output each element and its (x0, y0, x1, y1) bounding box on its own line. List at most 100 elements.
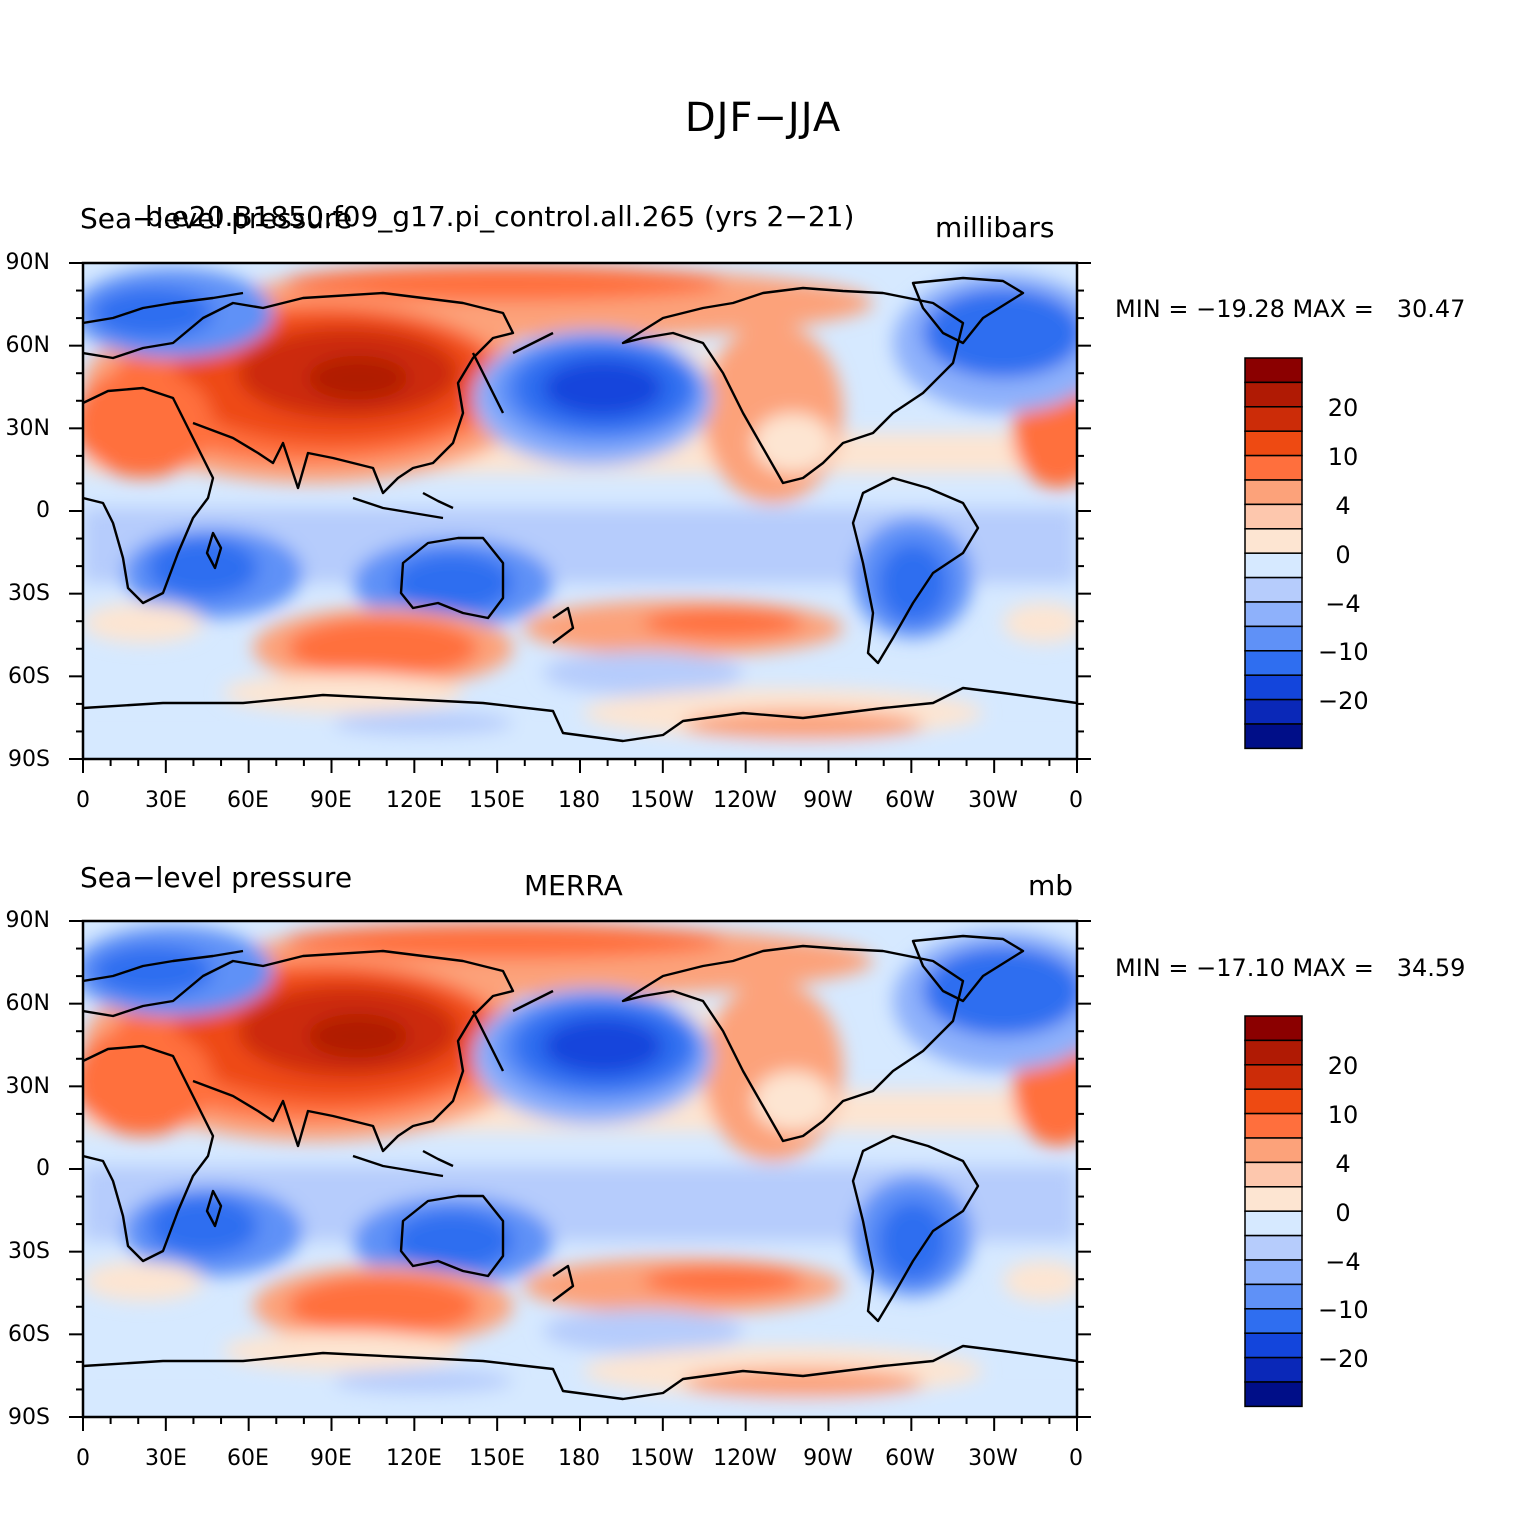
lon-label: 30W (968, 788, 1018, 813)
colorbar-swatch (1244, 674, 1303, 701)
colorbar-swatch (1244, 1015, 1303, 1042)
lon-label: 30E (145, 788, 187, 813)
colorbar-swatch (1244, 576, 1303, 603)
colorbar-swatch (1244, 723, 1303, 750)
panel1-stats: MIN = −19.28 MAX = 30.47 (1115, 295, 1466, 323)
lon-label: 90W (803, 788, 853, 813)
panel2-colorbar (1244, 1015, 1303, 1408)
colorbar-label: −4 (1325, 590, 1361, 618)
lon-label: 0 (76, 788, 90, 813)
lat-label: 30S (8, 1239, 50, 1264)
panel2-stats: MIN = −17.10 MAX = 34.59 (1115, 954, 1466, 982)
colorbar-swatch (1244, 1234, 1303, 1261)
lat-label: 60S (8, 1322, 50, 1347)
lon-label: 120W (713, 1446, 777, 1471)
colorbar-swatch (1244, 357, 1303, 384)
colorbar-label: 20 (1327, 1052, 1359, 1080)
lon-label: 90W (803, 1446, 853, 1471)
colorbar-label: 10 (1327, 1101, 1359, 1129)
lat-label: 90S (8, 1405, 50, 1430)
lon-label: 150E (469, 1446, 525, 1471)
colorbar-label: −20 (1318, 1345, 1369, 1373)
colorbar-swatch (1244, 479, 1303, 506)
colorbar-label: 4 (1335, 492, 1351, 520)
colorbar-swatch (1244, 528, 1303, 554)
colorbar-swatch (1244, 406, 1303, 432)
colorbar-swatch (1244, 1186, 1303, 1212)
lat-label: 0 (36, 1156, 50, 1181)
panel1-units: millibars (935, 211, 1055, 244)
panel1-contour-field (73, 263, 1113, 759)
lon-label: 30E (145, 1446, 187, 1471)
panel1-center-title: b.e20.B1850.f09_g17.pi_control.all.265 (… (145, 200, 855, 233)
lon-label: 30W (968, 1446, 1018, 1471)
lon-label: 0 (76, 1446, 90, 1471)
colorbar-label: 20 (1327, 394, 1359, 422)
colorbar-swatch (1244, 1112, 1303, 1139)
colorbar-swatch (1244, 1332, 1303, 1359)
colorbar-swatch (1244, 1088, 1303, 1115)
lat-label: 30N (5, 1074, 50, 1099)
lon-label: 180 (558, 1446, 600, 1471)
lon-label: 120E (386, 1446, 442, 1471)
panel2-center-title: MERRA (524, 869, 623, 902)
colorbar-swatch (1244, 454, 1303, 481)
lon-label: 0 (1069, 1446, 1083, 1471)
panel2-contour-field (73, 921, 1113, 1417)
colorbar-swatch (1244, 552, 1303, 579)
colorbar-swatch (1244, 381, 1303, 408)
colorbar-swatch (1244, 1137, 1303, 1164)
lat-label: 60S (8, 664, 50, 689)
colorbar-label: −10 (1318, 1296, 1369, 1324)
colorbar-label: −10 (1318, 638, 1369, 666)
figure-title: DJF−JJA (684, 95, 842, 141)
lon-label: 60W (885, 1446, 935, 1471)
lon-label: 180 (558, 788, 600, 813)
lat-label: 90N (5, 250, 50, 275)
lat-label: 0 (36, 498, 50, 523)
colorbar-label: −20 (1318, 687, 1369, 715)
panel2-left-title: Sea−level pressure (80, 861, 353, 894)
colorbar-label: 10 (1327, 443, 1359, 471)
lon-label: 120W (713, 788, 777, 813)
colorbar-swatch (1244, 1381, 1303, 1408)
colorbar-swatch (1244, 625, 1303, 652)
lon-label: 0 (1069, 788, 1083, 813)
colorbar-swatch (1244, 1259, 1303, 1286)
lon-label: 90E (310, 1446, 352, 1471)
colorbar-swatch (1244, 1064, 1303, 1090)
lat-label: 60N (5, 991, 50, 1016)
colorbar-swatch (1244, 1161, 1303, 1188)
colorbar-swatch (1244, 1039, 1303, 1066)
lat-label: 60N (5, 333, 50, 358)
panel2-units: mb (1028, 869, 1074, 902)
lon-label: 150E (469, 788, 525, 813)
colorbar-swatch (1244, 650, 1303, 676)
colorbar-swatch (1244, 601, 1303, 628)
lon-label: 150W (630, 788, 694, 813)
colorbar-label: 0 (1335, 1199, 1351, 1227)
lat-label: 90S (8, 747, 50, 772)
colorbar-swatch (1244, 1283, 1303, 1310)
colorbar-label: −4 (1325, 1248, 1361, 1276)
panel1-left-title: Sea−level pressure (80, 202, 353, 235)
lon-label: 150W (630, 1446, 694, 1471)
colorbar-label: 0 (1335, 541, 1351, 569)
colorbar-swatch (1244, 1308, 1303, 1334)
colorbar-swatch (1244, 503, 1303, 530)
lat-label: 90N (5, 908, 50, 933)
colorbar-swatch (1244, 698, 1303, 725)
lon-label: 120E (386, 788, 442, 813)
lon-label: 60E (227, 788, 269, 813)
colorbar-swatch (1244, 1210, 1303, 1237)
lon-label: 90E (310, 788, 352, 813)
lon-label: 60E (227, 1446, 269, 1471)
colorbar-swatch (1244, 1356, 1303, 1383)
colorbar-label: 4 (1335, 1150, 1351, 1178)
lat-label: 30S (8, 581, 50, 606)
panel1-colorbar (1244, 357, 1303, 750)
colorbar-swatch (1244, 430, 1303, 457)
lat-label: 30N (5, 416, 50, 441)
lon-label: 60W (885, 788, 935, 813)
